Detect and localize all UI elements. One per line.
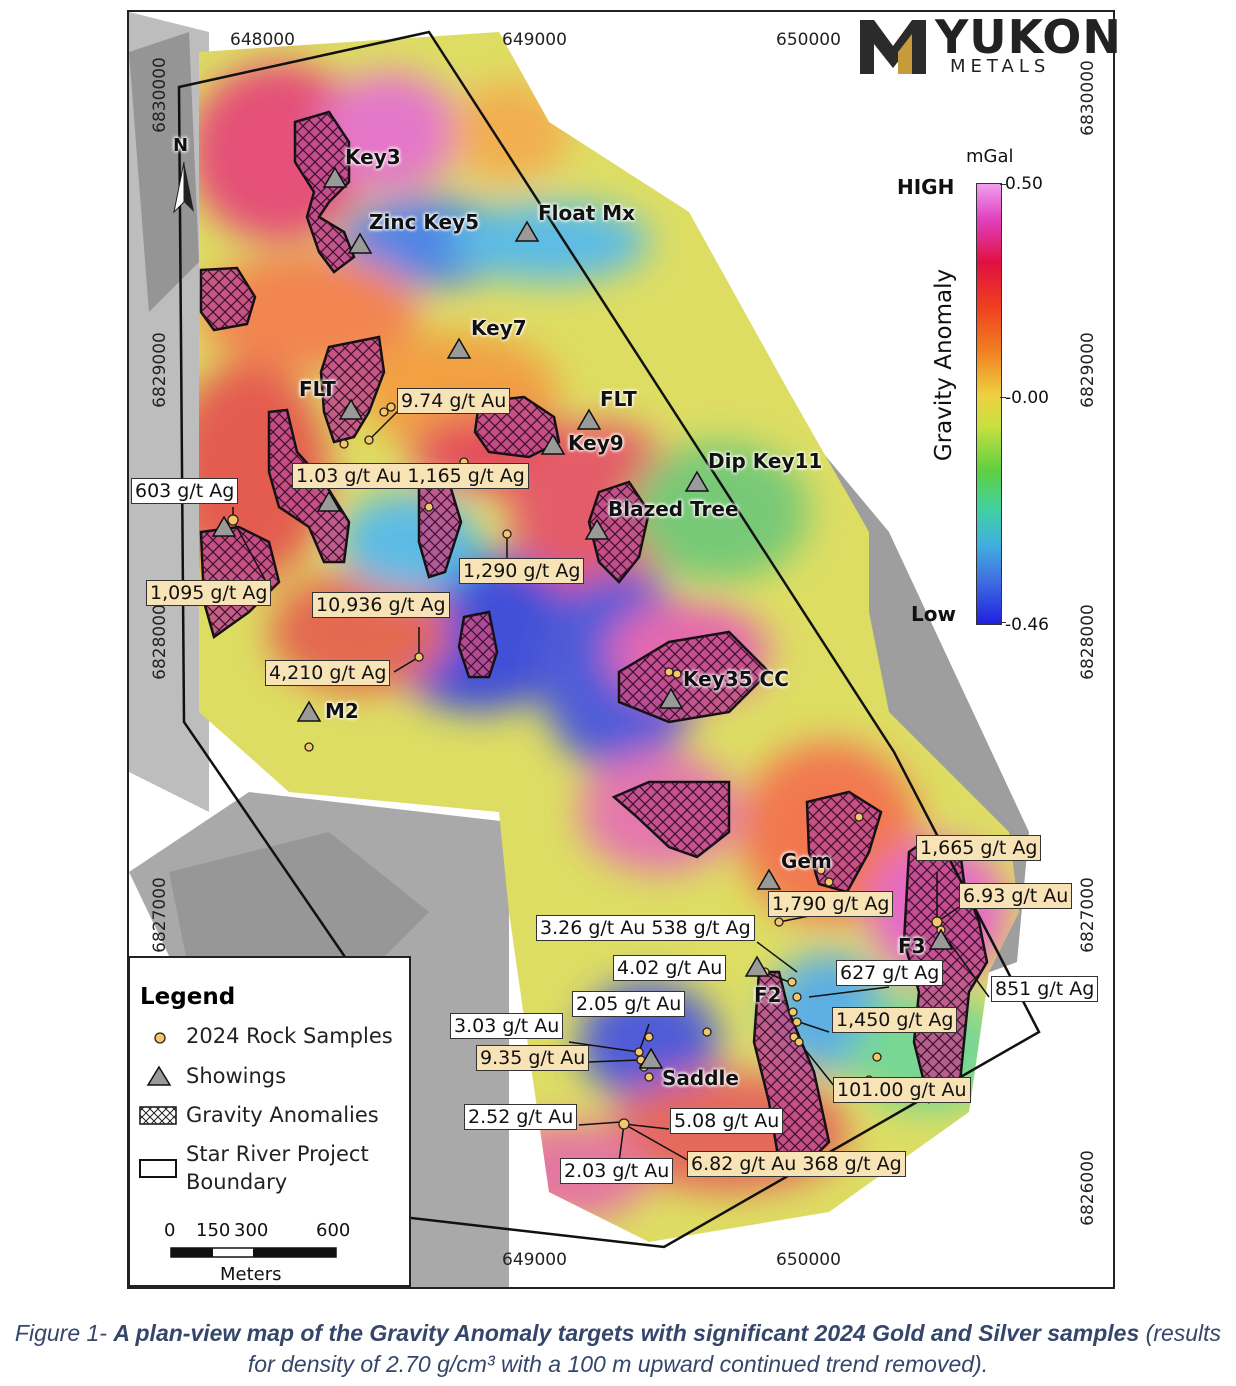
north-arrow — [173, 161, 194, 214]
showing-label-key35-cc: Key35 CC — [683, 667, 789, 691]
yukon-metals-logo: YUKON METALS — [858, 10, 1121, 77]
showing-label-zinc-key5: Zinc Key5 — [369, 210, 480, 234]
legend-anomaly-hatch-icon — [139, 1106, 177, 1125]
legend-item-anomalies: Gravity Anomalies — [186, 1103, 379, 1127]
showing-label-blazed-tree: Blazed Tree — [608, 497, 739, 521]
showing-label-flt-east: FLT — [600, 387, 637, 411]
coord-top-650000: 650000 — [776, 30, 841, 50]
project-boundary — [177, 30, 1041, 1249]
showing-label-dip-key11: Dip Key11 — [708, 449, 823, 473]
colorbar-max-value: 0.50 — [1005, 174, 1043, 194]
logo-word: YUKON — [935, 10, 1122, 64]
coord-top-648000: 648000 — [230, 30, 295, 50]
colorbar-axis-title: Gravity Anomaly — [931, 268, 958, 462]
showing-label-f3: F3 — [898, 934, 926, 958]
showing-label-float-mx: Float Mx — [538, 201, 636, 225]
coord-left-6827000: 6827000 — [149, 877, 170, 953]
coord-top-649000: 649000 — [502, 30, 567, 50]
scale-tick-300: 300 — [234, 1220, 269, 1241]
showing-label-key9: Key9 — [568, 431, 624, 455]
colorbar — [976, 183, 1002, 625]
sample-label: 2.05 g/t Au — [572, 991, 686, 1017]
scale-bar — [170, 1247, 337, 1258]
showing-label-flt-west: FLT — [299, 377, 336, 401]
colorbar-tick-mid — [1000, 397, 1006, 398]
colorbar-tick-min — [1000, 622, 1006, 623]
colorbar-unit: mGal — [966, 146, 1014, 167]
sample-label: 9.74 g/t Au — [397, 388, 511, 414]
legend-sample-dot-icon — [154, 1032, 166, 1044]
scale-tick-600: 600 — [316, 1220, 351, 1241]
showings-triangles — [211, 166, 954, 1069]
sample-label: 10,936 g/t Ag — [312, 592, 450, 618]
scale-unit: Meters — [220, 1264, 282, 1285]
showing-label-m2: M2 — [325, 699, 359, 723]
legend-showing-triangle-icon — [146, 1065, 172, 1086]
logo-m-icon — [860, 20, 926, 74]
sample-label: 603 g/t Ag — [131, 478, 239, 504]
colorbar-mid-value: -0.00 — [1005, 388, 1049, 408]
sample-label: 6.93 g/t Au — [959, 883, 1073, 909]
legend: Legend 2024 Rock Samples Showings Gravit… — [128, 956, 411, 1287]
figure-caption: Figure 1- A plan-view map of the Gravity… — [0, 1318, 1236, 1380]
coord-left-6829000: 6829000 — [149, 332, 170, 408]
logo-sub: METALS — [950, 56, 1051, 77]
showing-label-key3: Key3 — [345, 145, 401, 169]
sample-label: 6.82 g/t Au 368 g/t Ag — [687, 1151, 906, 1177]
showing-label-saddle: Saddle — [662, 1066, 739, 1090]
sample-label: 3.03 g/t Au — [450, 1013, 564, 1039]
sample-label: 1,790 g/t Ag — [768, 891, 894, 917]
scale-tick-150: 150 — [196, 1220, 231, 1241]
sample-label: 5.08 g/t Au — [670, 1108, 784, 1134]
sample-label: 1,095 g/t Ag — [146, 580, 272, 606]
colorbar-min-value: -0.46 — [1005, 615, 1049, 635]
colorbar-low-label: Low — [911, 602, 956, 626]
colorbar-tick-max — [1000, 184, 1006, 185]
legend-title: Legend — [140, 984, 236, 1010]
legend-item-samples: 2024 Rock Samples — [186, 1024, 393, 1048]
coord-left-6828000: 6828000 — [149, 604, 170, 680]
coord-bottom-649000: 649000 — [502, 1250, 567, 1270]
caption-rest: (results for density of 2.70 g/cm³ with … — [247, 1320, 1222, 1377]
legend-boundary-icon — [139, 1159, 177, 1178]
sample-label: 101.00 g/t Au — [833, 1077, 971, 1103]
scale-tick-0: 0 — [164, 1220, 176, 1241]
sample-label: 3.26 g/t Au 538 g/t Ag — [536, 915, 755, 941]
legend-item-boundary-line2: Boundary — [186, 1170, 288, 1194]
showing-label-f2: F2 — [754, 983, 782, 1007]
sample-label: 1.03 g/t Au 1,165 g/t Ag — [292, 463, 529, 489]
coord-bottom-650000: 650000 — [776, 1250, 841, 1270]
sample-label: 9.35 g/t Au — [476, 1045, 590, 1071]
coord-left-6830000: 6830000 — [149, 57, 170, 133]
sample-label: 1,450 g/t Ag — [832, 1007, 958, 1033]
sample-label: 1,665 g/t Ag — [916, 835, 1042, 861]
legend-item-showings: Showings — [186, 1064, 287, 1088]
sample-label: 2.03 g/t Au — [560, 1158, 674, 1184]
sample-label: 1,290 g/t Ag — [459, 558, 585, 584]
coord-right-6827000: 6827000 — [1077, 877, 1098, 953]
caption-prefix: Figure 1- — [14, 1320, 114, 1346]
coord-right-6829000: 6829000 — [1077, 332, 1098, 408]
coord-right-6826000: 6826000 — [1077, 1150, 1098, 1226]
showing-label-gem: Gem — [781, 849, 832, 873]
sample-label: 4,210 g/t Ag — [265, 660, 391, 686]
caption-bold: A plan-view map of the Gravity Anomaly t… — [113, 1320, 1140, 1346]
coord-right-6828000: 6828000 — [1077, 604, 1098, 680]
north-label: N — [173, 135, 189, 156]
sample-label: 4.02 g/t Au — [613, 955, 727, 981]
colorbar-high-label: HIGH — [897, 175, 955, 199]
leader-lines — [232, 409, 990, 1163]
sample-label: 627 g/t Ag — [836, 960, 944, 986]
legend-item-boundary-line1: Star River Project — [186, 1142, 369, 1166]
sample-label: 2.52 g/t Au — [464, 1104, 578, 1130]
showing-label-key7: Key7 — [471, 316, 527, 340]
sample-label: 851 g/t Ag — [991, 976, 1099, 1002]
